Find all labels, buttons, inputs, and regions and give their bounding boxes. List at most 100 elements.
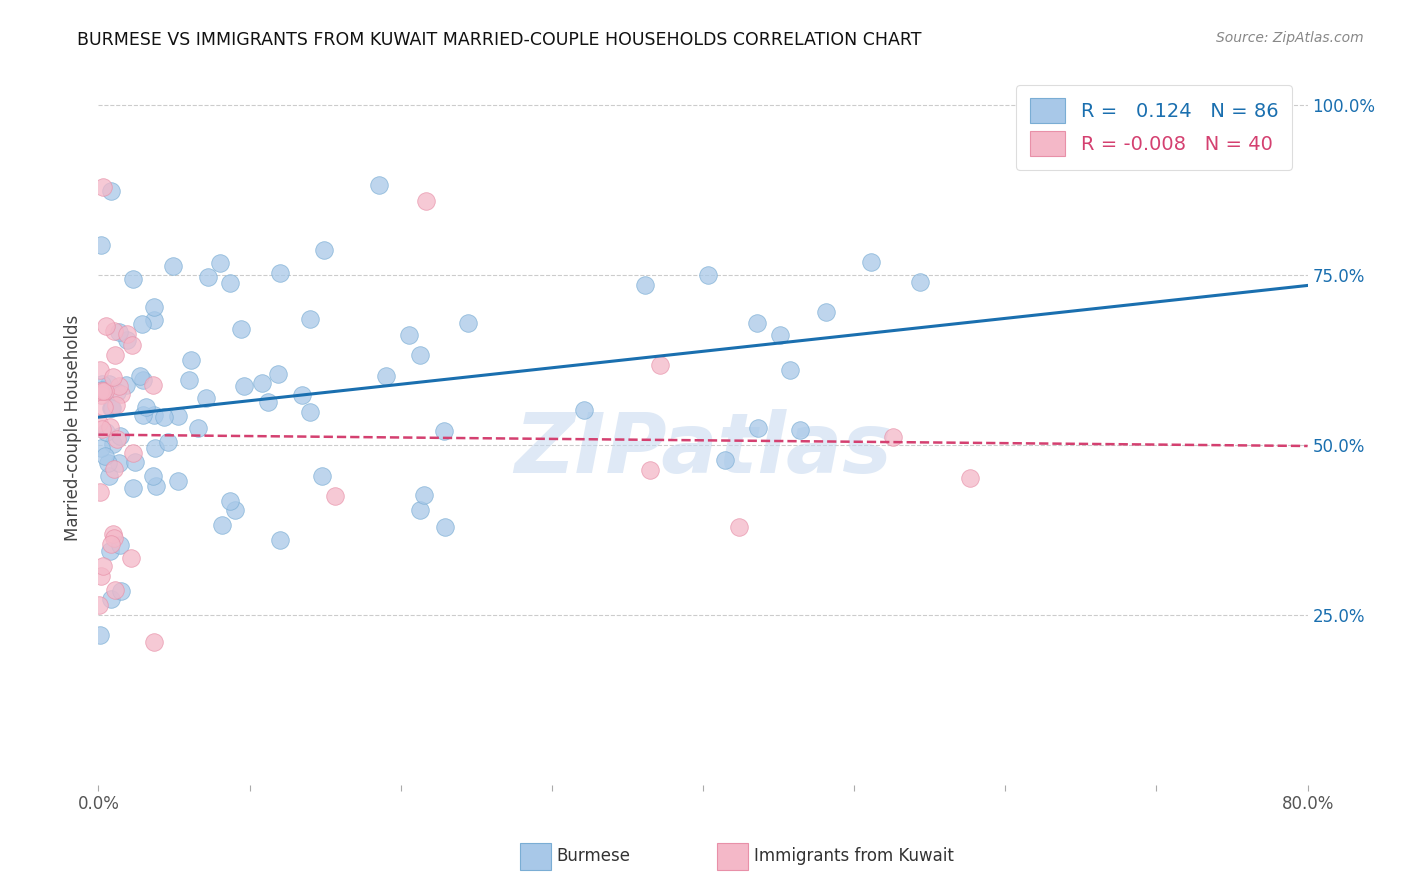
Point	[167, 474, 190, 488]
Point	[323, 489, 346, 503]
Point	[269, 266, 291, 280]
Point	[745, 316, 768, 330]
Legend: R =   0.124   N = 86, R = -0.008   N = 40: R = 0.124 N = 86, R = -0.008 N = 40	[1017, 85, 1292, 169]
Point	[638, 463, 661, 477]
Point	[101, 401, 124, 415]
Point	[121, 337, 143, 351]
Point	[219, 493, 242, 508]
Point	[779, 363, 801, 377]
Point	[143, 408, 166, 422]
Point	[135, 400, 157, 414]
Point	[269, 533, 291, 547]
Point	[142, 300, 165, 314]
Point	[177, 373, 200, 387]
Point	[100, 184, 122, 198]
Point	[100, 591, 122, 606]
Point	[124, 455, 146, 469]
Point	[815, 305, 838, 319]
Point	[187, 421, 209, 435]
Point	[90, 388, 112, 402]
Point	[94, 318, 117, 333]
Point	[142, 469, 165, 483]
Point	[650, 358, 672, 372]
Point	[110, 584, 132, 599]
Point	[219, 277, 242, 291]
Point	[110, 387, 132, 401]
Point	[697, 268, 720, 282]
Text: Burmese: Burmese	[557, 847, 631, 865]
Point	[105, 432, 128, 446]
Point	[634, 277, 657, 292]
Point	[728, 519, 751, 533]
Point	[115, 333, 138, 347]
Point	[368, 178, 391, 193]
Point	[105, 398, 128, 412]
Point	[572, 402, 595, 417]
Point	[93, 449, 115, 463]
Point	[108, 456, 131, 470]
Point	[153, 410, 176, 425]
Y-axis label: Married-couple Households: Married-couple Households	[65, 315, 83, 541]
Text: Immigrants from Kuwait: Immigrants from Kuwait	[754, 847, 953, 865]
Point	[120, 551, 142, 566]
Point	[211, 518, 233, 533]
Point	[145, 479, 167, 493]
Point	[457, 316, 479, 330]
Point	[298, 405, 321, 419]
Point	[91, 384, 114, 398]
Point	[433, 424, 456, 438]
Point	[257, 395, 280, 409]
Point	[89, 363, 111, 377]
Point	[98, 544, 121, 558]
Point	[132, 373, 155, 387]
Point	[108, 379, 131, 393]
Point	[115, 377, 138, 392]
Point	[90, 441, 112, 455]
Point	[314, 244, 336, 258]
Point	[882, 429, 904, 443]
Point	[375, 369, 398, 384]
Point	[89, 416, 111, 430]
Point	[398, 328, 420, 343]
Point	[91, 384, 114, 398]
Point	[747, 421, 769, 435]
Point	[291, 387, 314, 401]
Point	[250, 376, 273, 390]
Point	[789, 423, 811, 437]
Point	[105, 385, 128, 400]
Point	[89, 485, 111, 500]
Point	[769, 328, 792, 343]
Point	[100, 537, 122, 551]
Point	[93, 401, 115, 415]
Point	[229, 322, 252, 336]
Point	[142, 378, 165, 392]
Point	[97, 376, 120, 391]
Point	[208, 256, 231, 270]
Point	[101, 527, 124, 541]
Point	[91, 558, 114, 573]
Point	[413, 488, 436, 502]
Point	[91, 422, 114, 436]
Point	[91, 377, 114, 392]
Point	[167, 409, 190, 423]
Point	[96, 456, 118, 470]
Point	[100, 401, 122, 416]
Point	[197, 269, 219, 284]
Point	[89, 628, 111, 642]
Point	[89, 598, 111, 612]
Text: ZIPatlas: ZIPatlas	[515, 409, 891, 490]
Point	[232, 378, 254, 392]
Point	[103, 461, 125, 475]
Point	[115, 327, 138, 342]
Point	[103, 369, 125, 384]
Point	[100, 420, 122, 434]
Point	[131, 317, 153, 331]
Point	[122, 481, 145, 495]
Point	[122, 446, 145, 460]
Point	[103, 324, 125, 338]
Point	[104, 583, 127, 598]
Point	[132, 409, 155, 423]
Point	[91, 180, 114, 194]
Point	[142, 312, 165, 326]
Point	[433, 519, 456, 533]
